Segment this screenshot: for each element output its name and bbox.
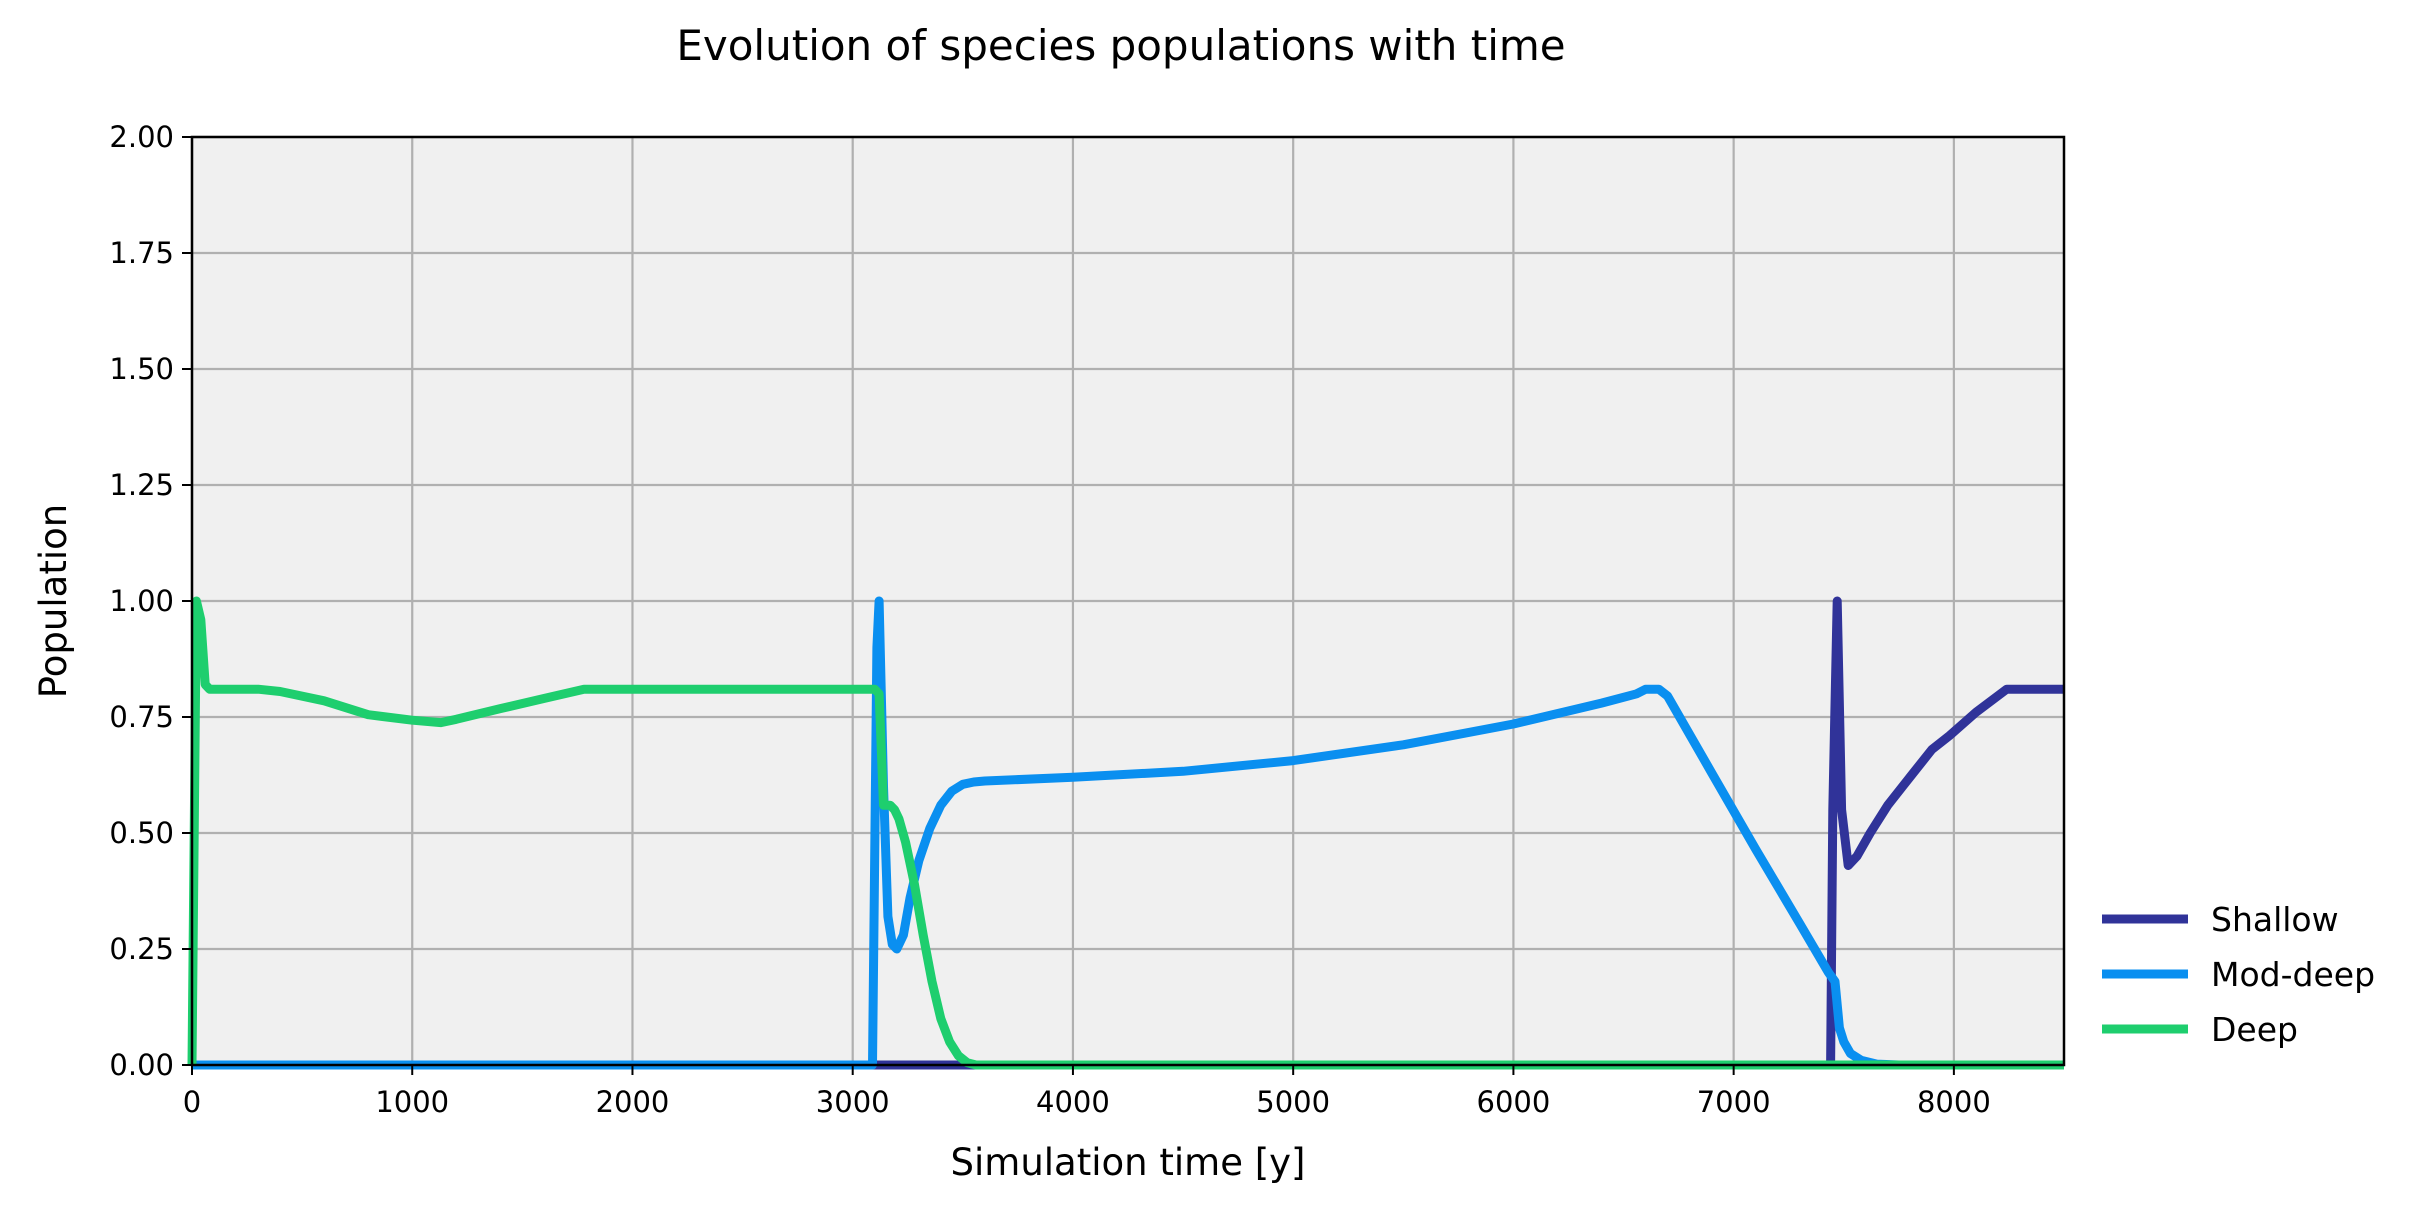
y-tick-label: 0.25 xyxy=(109,932,174,966)
legend-label-shallow: Shallow xyxy=(2211,900,2339,939)
series-line-mod-deep xyxy=(192,596,2064,1070)
y-axis-label: Population xyxy=(32,504,75,698)
series-lines xyxy=(187,596,2064,1070)
x-tick-label: 7000 xyxy=(1697,1085,1771,1119)
y-tick-label: 0.50 xyxy=(109,816,174,850)
y-tick-label: 0.00 xyxy=(109,1048,174,1082)
series-line-deep xyxy=(187,596,2064,1070)
legend: Shallow Mod-deep Deep xyxy=(2102,900,2375,1049)
x-axis: 0 1000 2000 3000 4000 5000 6000 7000 8000 xyxy=(183,1065,1991,1119)
x-tick-label: 6000 xyxy=(1477,1085,1551,1119)
x-tick-label: 2000 xyxy=(596,1085,670,1119)
x-tick-label: 1000 xyxy=(375,1085,449,1119)
x-tick-label: 0 xyxy=(183,1085,201,1119)
y-axis: 0.00 0.25 0.50 0.75 1.00 1.25 1.50 1.75 2.00 xyxy=(109,120,192,1082)
x-axis-label: Simulation time [y] xyxy=(951,1141,1306,1184)
series-line-shallow xyxy=(192,596,2064,1070)
y-tick-label: 2.00 xyxy=(109,120,174,154)
x-tick-label: 4000 xyxy=(1036,1085,1110,1119)
y-tick-label: 0.75 xyxy=(109,700,174,734)
y-tick-label: 1.75 xyxy=(109,236,174,270)
chart-title: Evolution of species populations with ti… xyxy=(676,21,1565,70)
legend-label-mod-deep: Mod-deep xyxy=(2211,955,2375,994)
y-tick-label: 1.00 xyxy=(109,584,174,618)
x-tick-label: 8000 xyxy=(1917,1085,1991,1119)
x-tick-label: 3000 xyxy=(816,1085,890,1119)
y-tick-label: 1.25 xyxy=(109,468,174,502)
y-tick-label: 1.50 xyxy=(109,352,174,386)
legend-label-deep: Deep xyxy=(2211,1010,2298,1049)
x-tick-label: 5000 xyxy=(1256,1085,1330,1119)
